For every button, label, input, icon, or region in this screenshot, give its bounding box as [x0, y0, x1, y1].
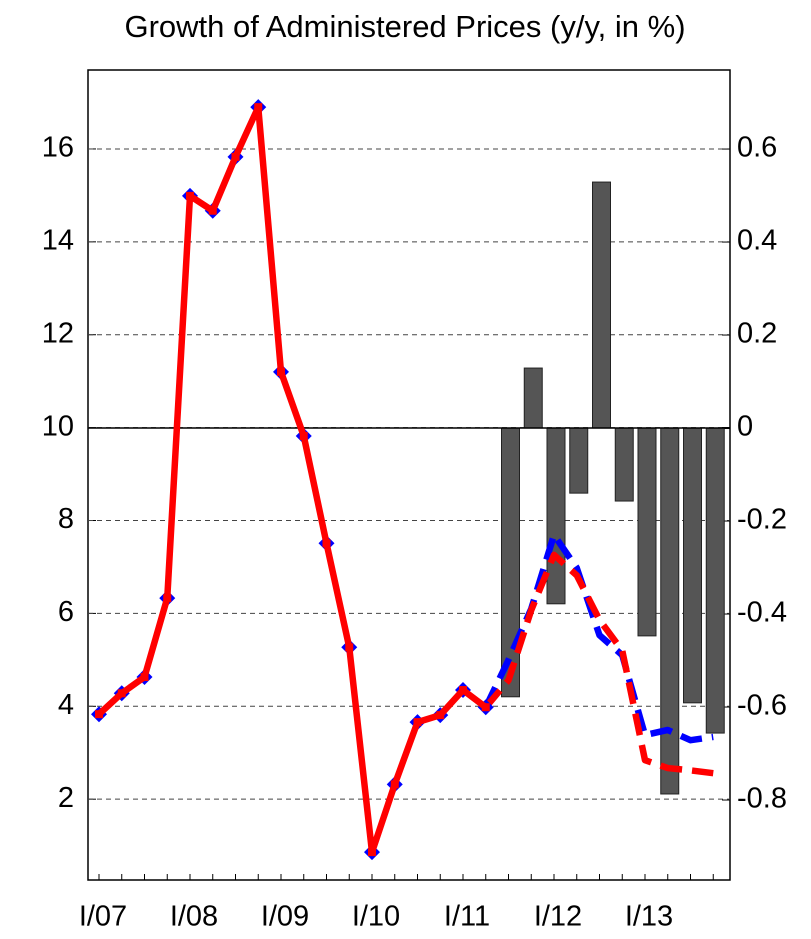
- marker-center: [413, 718, 422, 727]
- bar: [660, 427, 680, 795]
- marker-center: [186, 191, 194, 200]
- y2-tick-label: -0.6: [737, 690, 787, 722]
- x-tick-label: I/09: [261, 901, 309, 933]
- y2-tick-label: -0.4: [737, 597, 787, 629]
- x-tick-label: I/07: [79, 901, 127, 933]
- marker-center: [140, 673, 149, 682]
- bar: [683, 427, 702, 704]
- y2-tick-label: 0.2: [737, 318, 777, 350]
- chart-title: Growth of Administered Prices (y/y, in %…: [124, 9, 685, 44]
- bar: [592, 181, 611, 429]
- y-tick-label: 14: [42, 225, 74, 257]
- x-tick-label: I/12: [534, 901, 582, 933]
- marker-center: [95, 710, 103, 719]
- y2-tick-label: 0.4: [737, 225, 777, 257]
- y-tick-label: 2: [58, 782, 74, 814]
- marker-center: [254, 103, 263, 112]
- marker-center: [481, 703, 490, 712]
- marker-center: [231, 152, 240, 161]
- y-tick-label: 16: [42, 132, 74, 164]
- line: [482, 531, 714, 744]
- bar: [523, 367, 543, 429]
- line: [483, 551, 714, 777]
- marker-center: [163, 594, 172, 603]
- y2-tick-label: 0.6: [737, 132, 777, 164]
- marker-center: [436, 711, 445, 720]
- marker-center: [368, 848, 376, 857]
- y2-tick-label: -0.8: [737, 783, 787, 815]
- y2-tick-label: -0.2: [737, 504, 787, 536]
- y2-tick-label: 0: [737, 411, 753, 443]
- x-tick-label: I/13: [625, 901, 673, 933]
- y-tick-label: 8: [58, 503, 74, 535]
- bar: [501, 427, 520, 698]
- y-tick-label: 10: [42, 410, 74, 442]
- marker-center: [277, 367, 285, 376]
- marker-center: [345, 643, 354, 652]
- marker-center: [459, 686, 467, 695]
- marker-center: [208, 206, 217, 215]
- marker-center: [117, 689, 126, 698]
- bar: [546, 427, 566, 605]
- bar: [637, 427, 657, 637]
- x-tick-label: I/11: [444, 901, 490, 933]
- y-tick-label: 4: [58, 689, 74, 721]
- marker-center: [299, 431, 308, 440]
- x-tick-label: I/10: [352, 901, 400, 933]
- bar: [705, 427, 725, 734]
- marker-center: [390, 780, 399, 789]
- y-tick-label: 6: [58, 596, 74, 628]
- bar: [569, 427, 589, 494]
- bar: [614, 427, 634, 502]
- y-tick-label: 12: [42, 317, 74, 349]
- marker-center: [322, 539, 331, 548]
- x-tick-label: I/08: [170, 901, 218, 933]
